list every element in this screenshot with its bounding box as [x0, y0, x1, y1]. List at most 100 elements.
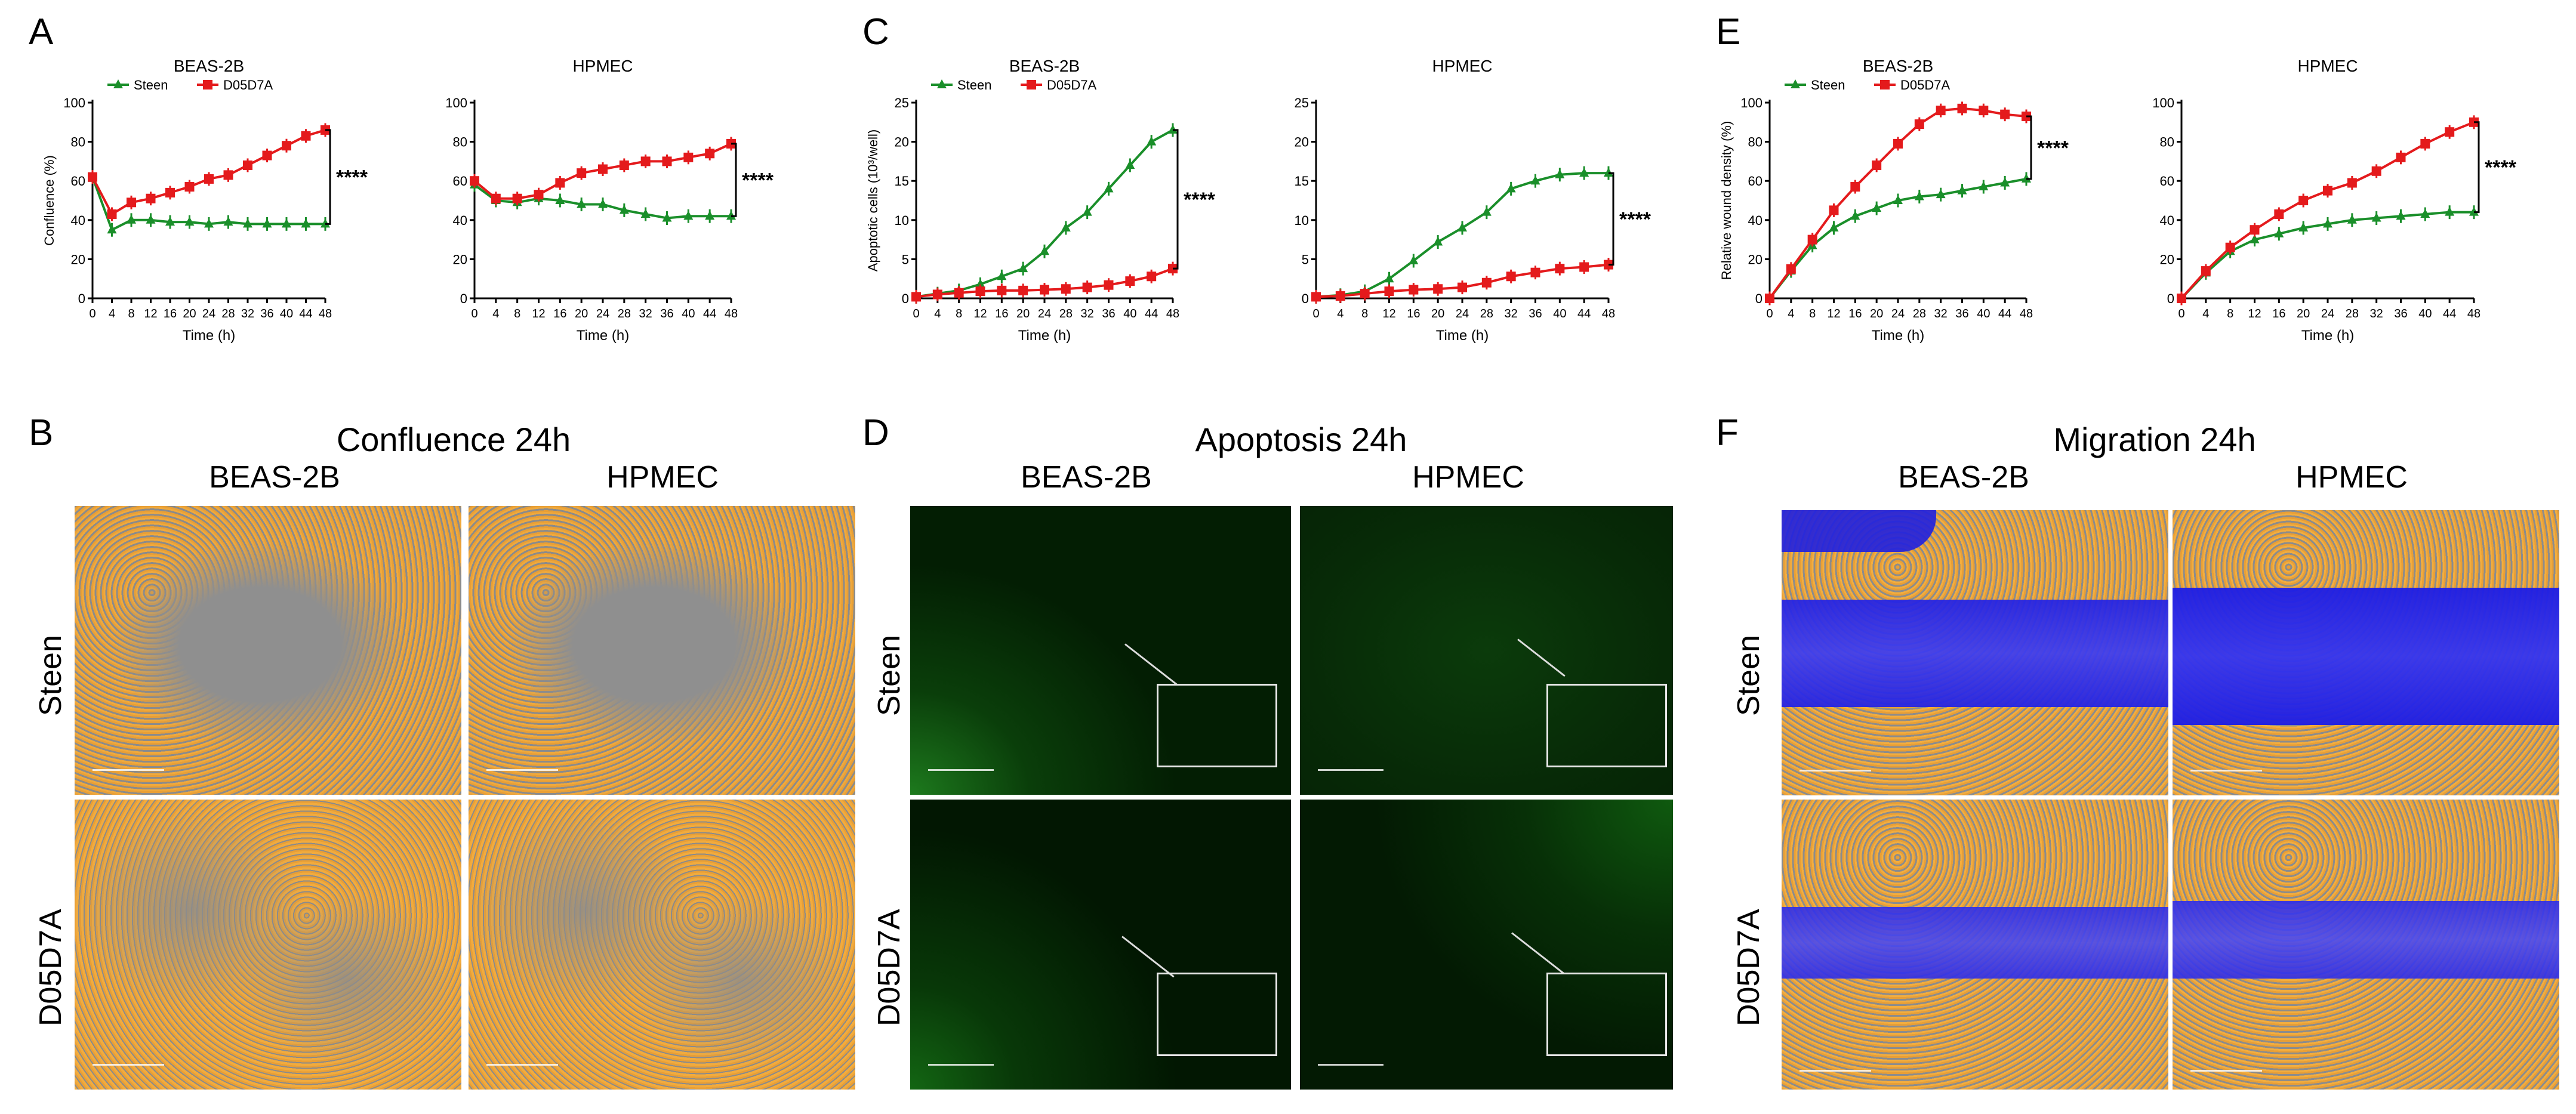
panel-d-col-hpmec: HPMEC — [1412, 460, 1524, 495]
y-tick-label: 80 — [1748, 135, 1762, 150]
x-tick-label: 44 — [703, 307, 716, 320]
y-tick-label: 20 — [71, 252, 85, 267]
x-tick-label: 16 — [553, 307, 566, 320]
x-tick-label: 36 — [1102, 307, 1115, 320]
x-tick-label: 28 — [2346, 307, 2359, 320]
y-tick-label: 80 — [453, 135, 467, 150]
data-point-d05d7a — [1384, 286, 1394, 297]
significance-bracket — [2026, 115, 2032, 180]
panel-f-col-beas2b: BEAS-2B — [1898, 460, 2029, 495]
x-tick-label: 0 — [913, 307, 919, 320]
x-tick-label: 36 — [1529, 307, 1542, 320]
x-tick-label: 12 — [532, 307, 545, 320]
x-tick-label: 40 — [1123, 307, 1136, 320]
x-tick-label: 28 — [221, 307, 235, 320]
panel-letter-c: C — [862, 11, 889, 53]
y-tick-label: 0 — [78, 291, 85, 306]
x-tick-label: 24 — [1891, 307, 1905, 320]
data-point-steen — [1040, 246, 1049, 255]
panel-f-col-hpmec: HPMEC — [2295, 460, 2408, 495]
micrograph-b-beas2b-d05d7a — [75, 800, 461, 1090]
legend-label: Steen — [1811, 78, 1845, 92]
data-point-d05d7a — [107, 209, 117, 219]
x-tick-label: 24 — [1456, 307, 1469, 320]
data-point-d05d7a — [88, 172, 97, 182]
x-tick-label: 44 — [1145, 307, 1158, 320]
x-tick-label: 0 — [2178, 307, 2184, 320]
data-point-d05d7a — [1555, 264, 1565, 274]
data-point-steen — [1433, 236, 1443, 246]
micrograph-f-hpmec-steen — [2173, 510, 2559, 795]
data-point-d05d7a — [512, 193, 522, 203]
inset-zoom-box — [1546, 973, 1667, 1056]
data-point-d05d7a — [491, 193, 501, 203]
y-tick-label: 20 — [2160, 252, 2174, 267]
data-point-d05d7a — [1125, 276, 1135, 286]
data-point-steen — [2022, 173, 2031, 183]
data-point-d05d7a — [1481, 277, 1492, 288]
significance-bracket — [1609, 172, 1614, 266]
x-tick-label: 40 — [1977, 307, 1990, 320]
data-point-d05d7a — [1082, 282, 1092, 292]
y-axis-label: Confluence (%) — [42, 155, 57, 246]
data-point-steen — [107, 224, 117, 234]
x-tick-label: 48 — [2467, 307, 2481, 320]
data-point-d05d7a — [2000, 109, 2010, 119]
data-point-steen — [2347, 214, 2357, 224]
y-tick-label: 60 — [453, 174, 467, 189]
x-tick-label: 36 — [1955, 307, 1968, 320]
data-point-steen — [683, 211, 694, 220]
data-point-steen — [598, 199, 608, 208]
x-tick-label: 20 — [183, 307, 196, 320]
x-tick-label: 20 — [1870, 307, 1883, 320]
x-tick-label: 28 — [1913, 307, 1926, 320]
data-point-steen — [1082, 206, 1092, 216]
data-point-steen — [2274, 228, 2284, 237]
x-axis-label: Time (h) — [1436, 328, 1489, 344]
x-tick-label: 40 — [682, 307, 695, 320]
data-point-d05d7a — [1335, 291, 1345, 301]
data-point-d05d7a — [1850, 182, 1860, 192]
y-tick-label: 80 — [71, 135, 85, 150]
x-tick-label: 12 — [1827, 307, 1840, 320]
data-point-steen — [1125, 159, 1135, 169]
y-tick-label: 25 — [895, 95, 909, 110]
x-tick-label: 16 — [2272, 307, 2285, 320]
data-point-steen — [301, 218, 311, 228]
significance-bracket — [1173, 129, 1179, 270]
data-point-steen — [262, 218, 272, 228]
x-axis-label: Time (h) — [1872, 328, 1924, 344]
x-tick-label: 20 — [575, 307, 588, 320]
data-point-d05d7a — [1957, 103, 1967, 113]
data-point-steen — [1579, 168, 1589, 177]
legend-label: D05D7A — [223, 78, 273, 92]
x-tick-label: 12 — [973, 307, 987, 320]
data-point-steen — [705, 211, 715, 220]
data-point-d05d7a — [577, 168, 587, 178]
data-point-d05d7a — [1360, 289, 1370, 299]
data-point-steen — [2420, 208, 2430, 218]
data-point-d05d7a — [1872, 160, 1882, 170]
x-tick-label: 8 — [1809, 307, 1816, 320]
x-tick-label: 0 — [1312, 307, 1319, 320]
y-tick-label: 40 — [1748, 213, 1762, 228]
data-point-d05d7a — [204, 174, 214, 184]
data-point-steen — [2323, 218, 2332, 228]
data-point-d05d7a — [640, 156, 651, 166]
data-point-d05d7a — [1433, 284, 1443, 294]
data-point-steen — [1957, 185, 1967, 195]
significance-bracket — [2474, 121, 2480, 214]
data-point-d05d7a — [1579, 262, 1589, 272]
micrograph-b-hpmec-d05d7a — [469, 800, 855, 1090]
x-tick-label: 36 — [660, 307, 673, 320]
data-point-d05d7a — [1936, 106, 1946, 116]
x-tick-label: 4 — [2202, 307, 2209, 320]
panel-letter-e: E — [1716, 11, 1741, 53]
y-tick-label: 25 — [1295, 95, 1309, 110]
x-tick-label: 24 — [596, 307, 609, 320]
y-tick-label: 60 — [71, 174, 85, 189]
data-point-d05d7a — [683, 152, 694, 162]
panel-letter-b: B — [29, 412, 54, 453]
x-tick-label: 4 — [1337, 307, 1344, 320]
x-tick-label: 44 — [2443, 307, 2456, 320]
